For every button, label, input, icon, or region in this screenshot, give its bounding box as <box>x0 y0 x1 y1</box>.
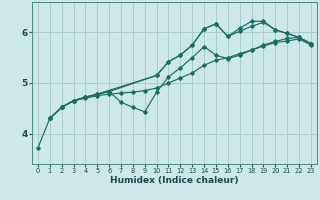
X-axis label: Humidex (Indice chaleur): Humidex (Indice chaleur) <box>110 176 239 185</box>
